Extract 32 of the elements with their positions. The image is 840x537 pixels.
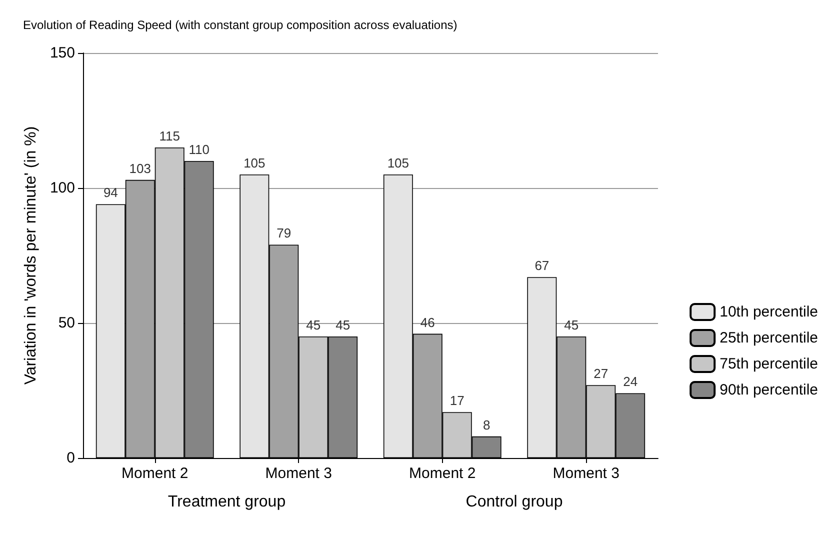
legend-label: 25th percentile — [720, 330, 818, 346]
text: Control group — [466, 494, 563, 510]
y-axis-title: Variation in 'words per minute' (in %) — [22, 126, 40, 385]
data-label: 105 — [244, 156, 266, 170]
data-label: 46 — [420, 314, 435, 330]
data-label: 45 — [306, 318, 321, 332]
data-label: 45 — [336, 318, 350, 332]
data-label: 110 — [188, 142, 210, 157]
legend-label: 75th percentile — [720, 356, 818, 372]
data-label: 105 — [387, 156, 410, 170]
data-label: 45 — [564, 318, 579, 332]
x-tick-label: Moment 2 — [122, 465, 188, 482]
data-label: 79 — [276, 226, 292, 241]
data-label: 24 — [623, 374, 638, 390]
data-label: 8 — [482, 417, 490, 432]
data-label: 94 — [103, 185, 118, 200]
x-tick-label: Moment 3 — [265, 465, 332, 482]
y-tick-label: 0 — [66, 450, 75, 466]
chart-title: Evolution of Reading Speed (with constant group composition across evaluations) — [23, 18, 458, 32]
legend-label: 90th percentile — [720, 382, 818, 398]
x-tick-label: Moment 2 — [409, 465, 476, 482]
y-tick-label: 150 — [50, 44, 75, 62]
data-label: 17 — [450, 393, 464, 408]
y-tick-label: 100 — [50, 180, 75, 196]
data-label: 103 — [129, 160, 151, 176]
text: Treatment group — [168, 494, 286, 510]
legend-label: 10th percentile — [720, 304, 818, 320]
x-tick-label: Moment 3 — [552, 465, 620, 482]
y-tick-label: 50 — [58, 314, 75, 332]
data-label: 27 — [594, 366, 608, 382]
data-label: 67 — [534, 258, 550, 274]
data-label: 115 — [159, 128, 180, 144]
